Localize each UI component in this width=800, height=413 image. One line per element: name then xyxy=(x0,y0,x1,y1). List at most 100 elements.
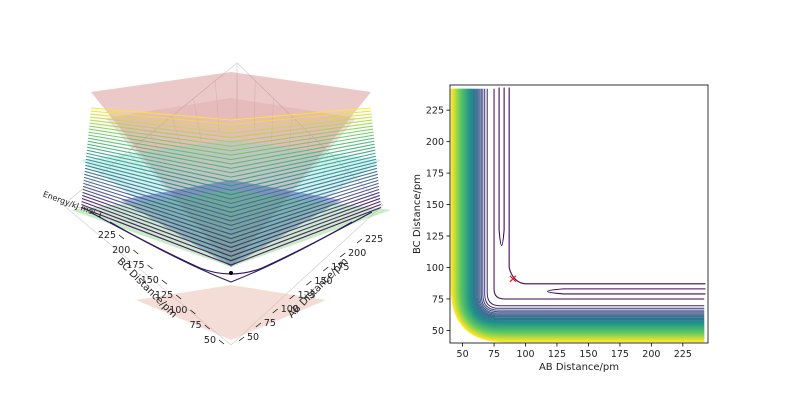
surface-contour xyxy=(90,107,372,121)
surface-y-tick xyxy=(190,309,196,315)
contour-line xyxy=(484,88,705,309)
surface-lower-sheet xyxy=(136,285,326,340)
surface-contour xyxy=(82,185,380,235)
contour-line xyxy=(473,88,705,320)
contour-line xyxy=(466,88,705,327)
contour-line xyxy=(467,88,705,326)
surface-y-tick-label: 225 xyxy=(98,230,116,241)
surface-x-tick-label: 50 xyxy=(247,332,259,343)
contour-line xyxy=(460,88,705,333)
contour-x-tick-label: 225 xyxy=(674,349,692,360)
contour-line xyxy=(461,88,705,332)
contour-x-tick-label: 175 xyxy=(611,349,629,360)
surface-contour xyxy=(85,158,377,196)
surface-y-tick xyxy=(204,324,210,330)
contour-line xyxy=(466,88,705,327)
contour-valley-bc xyxy=(498,87,505,247)
contour-line xyxy=(478,88,705,315)
contour-ticks: 50 75 100 125 150 175 200 225 50 75 100 125 150 175 20… xyxy=(426,106,692,360)
contour-line xyxy=(470,88,705,323)
surface-contour xyxy=(89,125,373,147)
surface-x-tick xyxy=(356,238,363,244)
surface-contour xyxy=(84,167,378,209)
surface-y-tick xyxy=(133,249,139,255)
surface-y-tick-label: 100 xyxy=(169,305,187,316)
surface-contour xyxy=(89,122,373,143)
surface-y-tick xyxy=(175,294,182,300)
contour-x-axis-label: AB Distance/pm xyxy=(539,362,619,373)
contour-y-tick-label: 200 xyxy=(426,137,444,148)
contour-line xyxy=(482,88,705,311)
contour-y-tick-label: 125 xyxy=(426,232,444,243)
contour-x-tick-label: 50 xyxy=(457,349,469,360)
contour-line xyxy=(480,88,705,313)
wire-grid xyxy=(106,169,131,188)
surface-contour xyxy=(83,179,379,227)
surface-contour xyxy=(84,173,378,218)
surface-sheet xyxy=(71,190,391,267)
contour-x-tick-label: 125 xyxy=(548,349,566,360)
surface-contour xyxy=(90,116,372,134)
wire-edge xyxy=(230,204,384,346)
surface-contour xyxy=(86,149,376,183)
surface-contour xyxy=(83,176,379,222)
surface-contour xyxy=(86,155,376,191)
contour-plot-frame xyxy=(449,84,709,344)
wire-grid xyxy=(357,187,366,199)
contour-y-tick-label: 175 xyxy=(426,169,444,180)
surface-y-tick-label: 150 xyxy=(141,275,159,286)
contour-saddle-line xyxy=(508,87,706,285)
surface-x-tick xyxy=(238,336,245,342)
surface-contour xyxy=(87,140,375,169)
contour-line xyxy=(486,88,705,307)
contour-y-tick-label: 150 xyxy=(426,200,444,211)
surface-contour xyxy=(81,203,381,262)
contour-line xyxy=(450,88,705,343)
surface-y-axis-label: BC Distance/pm xyxy=(115,256,179,320)
surface-y-tick xyxy=(218,339,225,345)
surface-contour xyxy=(82,194,380,249)
contour-line xyxy=(479,88,705,314)
contour-line xyxy=(469,88,705,324)
surface-x-tick xyxy=(272,308,278,314)
surface-x-tick xyxy=(339,252,346,258)
surface-y-tick xyxy=(118,234,125,240)
surface-contour xyxy=(82,191,380,244)
surface-colored-sheets xyxy=(71,72,391,340)
contour-line xyxy=(468,88,705,325)
wire-edge xyxy=(62,204,232,346)
surface-sheet xyxy=(121,180,341,267)
marker-stroke xyxy=(509,275,517,283)
contour-line xyxy=(463,88,705,330)
surface-sheet xyxy=(106,98,356,267)
surface-x-tick xyxy=(255,322,262,328)
contour-line xyxy=(471,88,705,322)
surface-sheet xyxy=(91,72,371,267)
surface-x-tick xyxy=(323,266,329,272)
contour-plot-background xyxy=(450,85,708,343)
contour-valley-ab xyxy=(546,288,706,295)
surface-y-tick-label: 125 xyxy=(155,290,173,301)
surface-contour xyxy=(88,134,374,161)
surface-x-axis-label: AB Distance/pm xyxy=(286,256,350,320)
surface-contour xyxy=(85,161,377,200)
surface-contour xyxy=(81,197,381,253)
surface-x-tick-label: 225 xyxy=(365,234,383,245)
contour-line xyxy=(493,88,705,300)
surface-y-tick xyxy=(161,279,168,285)
surface-x-tick xyxy=(289,294,295,300)
surface-x-tick-label: 100 xyxy=(281,304,299,315)
contour-y-tick-label: 100 xyxy=(426,263,444,274)
surface-3d-plot: 5050757510010012512515015017517520020022… xyxy=(42,62,391,346)
surface-contour xyxy=(88,131,374,156)
surface-contour xyxy=(84,170,378,213)
surface-contour xyxy=(86,152,376,187)
contour-line xyxy=(472,88,705,321)
surface-contour xyxy=(90,113,372,130)
contour-line xyxy=(462,88,705,331)
contour-x-tick-label: 150 xyxy=(579,349,597,360)
contour-line xyxy=(461,88,705,332)
surface-contour xyxy=(87,137,375,165)
surface-x-tick-label: 175 xyxy=(331,262,349,273)
